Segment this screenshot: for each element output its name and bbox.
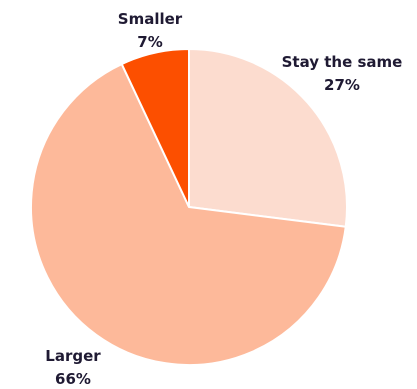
slice-value-smaller: 7% xyxy=(137,33,162,51)
slice-label-stay-the-same: Stay the same xyxy=(282,53,403,71)
pie-slice-stay-the-same xyxy=(188,47,348,228)
slice-value-larger: 66% xyxy=(55,370,91,388)
slice-value-stay-the-same: 27% xyxy=(324,76,360,94)
pie-slices xyxy=(30,47,348,367)
pie-slice-smaller xyxy=(120,47,190,208)
pie-slice-larger xyxy=(30,62,347,367)
slice-label-smaller: Smaller xyxy=(118,10,183,28)
slice-label-larger: Larger xyxy=(45,347,101,365)
